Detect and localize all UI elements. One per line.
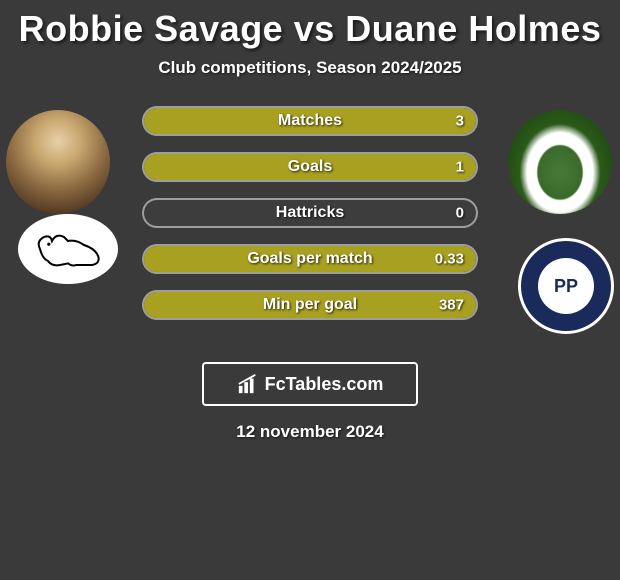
stat-bar-row: Goals 1 (142, 152, 478, 182)
bar-label: Goals per match (247, 250, 372, 268)
player-left-club-badge (18, 214, 118, 284)
bar-value-right: 387 (439, 297, 464, 314)
stat-bar-row: Min per goal 387 (142, 290, 478, 320)
bar-value-right: 0 (456, 205, 464, 222)
bar-label: Hattricks (276, 204, 344, 222)
brand-text: FcTables.com (265, 374, 384, 395)
brand-box: FcTables.com (202, 362, 418, 406)
player-right-club-badge: PP (518, 238, 614, 334)
vs-separator: vs (294, 8, 335, 49)
player-right-avatar (508, 110, 612, 214)
bar-label: Matches (278, 112, 342, 130)
comparison-row: PP Matches 3 Goals 1 Hattricks 0 Goals per mat… (0, 110, 620, 350)
bar-value-right: 3 (456, 113, 464, 130)
bar-value-right: 1 (456, 159, 464, 176)
bar-label: Goals (288, 158, 332, 176)
subtitle: Club competitions, Season 2024/2025 (0, 58, 620, 78)
club-badge-text: PP (538, 258, 594, 314)
stat-bars: Matches 3 Goals 1 Hattricks 0 Goals per match 0… (142, 106, 478, 336)
stat-bar-row: Matches 3 (142, 106, 478, 136)
date-line: 12 november 2024 (0, 422, 620, 442)
page-title: Robbie Savage vs Duane Holmes (0, 8, 620, 50)
chart-icon (237, 373, 259, 395)
bar-label: Min per goal (263, 296, 357, 314)
player-right-name: Duane Holmes (345, 8, 601, 49)
player-left-avatar (6, 110, 110, 214)
stat-bar-row: Hattricks 0 (142, 198, 478, 228)
bar-value-right: 0.33 (435, 251, 464, 268)
infographic-container: Robbie Savage vs Duane Holmes Club compe… (0, 0, 620, 580)
stat-bar-row: Goals per match 0.33 (142, 244, 478, 274)
player-left-name: Robbie Savage (19, 8, 284, 49)
ram-icon (28, 224, 108, 274)
